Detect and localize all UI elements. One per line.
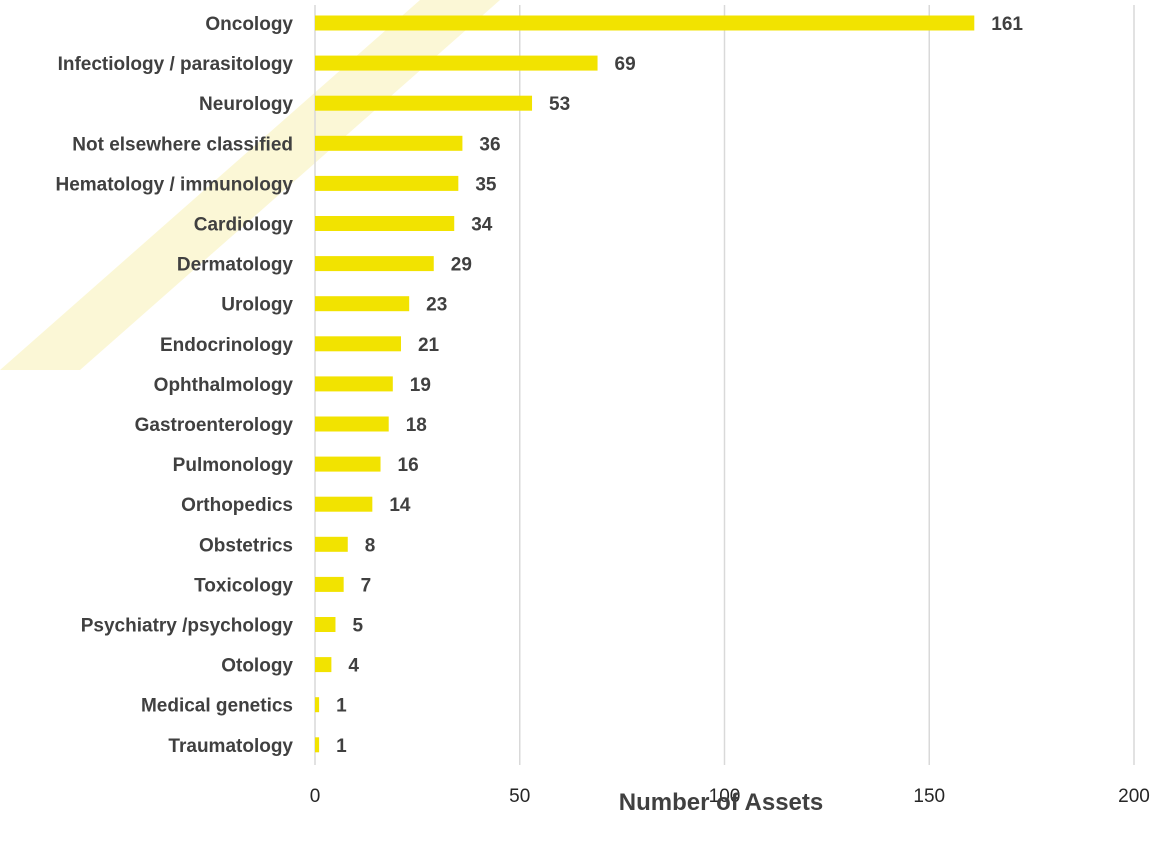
bar	[315, 256, 434, 272]
category-label: Pulmonology	[173, 455, 294, 476]
bar	[315, 216, 455, 231]
bar	[315, 135, 463, 151]
bar	[315, 617, 336, 632]
category-label: Urology	[221, 295, 293, 316]
value-label: 161	[991, 14, 1023, 35]
x-tick-labels: 0 50 100 150 200	[310, 786, 1150, 807]
category-label: Toxicology	[194, 575, 293, 596]
value-label: 18	[406, 415, 427, 436]
gridlines	[314, 5, 1135, 765]
value-label: 35	[475, 174, 497, 195]
value-label: 8	[365, 535, 376, 556]
category-label: Neurology	[199, 94, 293, 115]
x-tick-label: 150	[913, 786, 945, 807]
value-label: 19	[410, 375, 431, 396]
category-label: Otology	[221, 656, 293, 677]
bar	[315, 55, 598, 71]
value-label: 29	[451, 255, 472, 276]
category-label: Psychiatry /psychology	[81, 616, 294, 637]
background-watermark-stripe	[0, 0, 500, 370]
bar	[315, 296, 410, 312]
x-tick-label: 200	[1118, 786, 1150, 807]
value-label: 1	[336, 696, 347, 717]
bar	[315, 376, 393, 392]
category-label: Infectiology / parasitology	[58, 54, 294, 75]
x-tick-label: 0	[310, 786, 321, 807]
category-label: Endocrinology	[160, 335, 293, 356]
watermark-stripe	[0, 0, 500, 370]
value-label: 16	[398, 455, 419, 476]
category-label: Orthopedics	[181, 495, 293, 516]
category-label: Ophthalmology	[154, 375, 294, 396]
value-label: 53	[549, 94, 570, 115]
bar	[315, 697, 320, 713]
value-label: 36	[479, 134, 500, 155]
category-label: Traumatology	[168, 736, 293, 757]
bar	[315, 536, 348, 552]
bar	[315, 15, 975, 31]
value-label: 21	[418, 335, 440, 356]
bars	[315, 15, 975, 753]
category-label: Not elsewhere classified	[72, 134, 293, 155]
bar	[315, 95, 533, 111]
bar	[315, 456, 381, 472]
bar	[315, 737, 320, 753]
value-label: 4	[348, 656, 359, 677]
bar	[315, 175, 459, 191]
category-label: Medical genetics	[141, 696, 293, 717]
category-label: Cardiology	[194, 215, 294, 236]
category-label: Obstetrics	[199, 535, 293, 556]
value-label: 1	[336, 736, 347, 757]
x-axis-title: Number of Assets	[619, 789, 824, 816]
x-tick-label: 50	[509, 786, 530, 807]
bar	[315, 657, 332, 673]
value-label: 14	[389, 495, 411, 516]
bar	[315, 336, 401, 352]
category-label: Hematology / immunology	[55, 174, 293, 195]
bar	[315, 576, 344, 592]
category-labels: Oncology Infectiology / parasitology Neuro…	[55, 14, 293, 757]
category-label: Dermatology	[177, 255, 294, 276]
value-label: 69	[615, 54, 636, 75]
bar	[315, 416, 389, 432]
value-label: 34	[471, 215, 493, 236]
category-label: Gastroenterology	[135, 415, 294, 436]
category-label: Oncology	[205, 14, 293, 35]
value-label: 23	[426, 295, 447, 316]
bar	[315, 496, 373, 512]
x-tick-label: 100	[709, 786, 741, 807]
value-label: 5	[352, 616, 363, 637]
value-label: 7	[361, 575, 372, 596]
